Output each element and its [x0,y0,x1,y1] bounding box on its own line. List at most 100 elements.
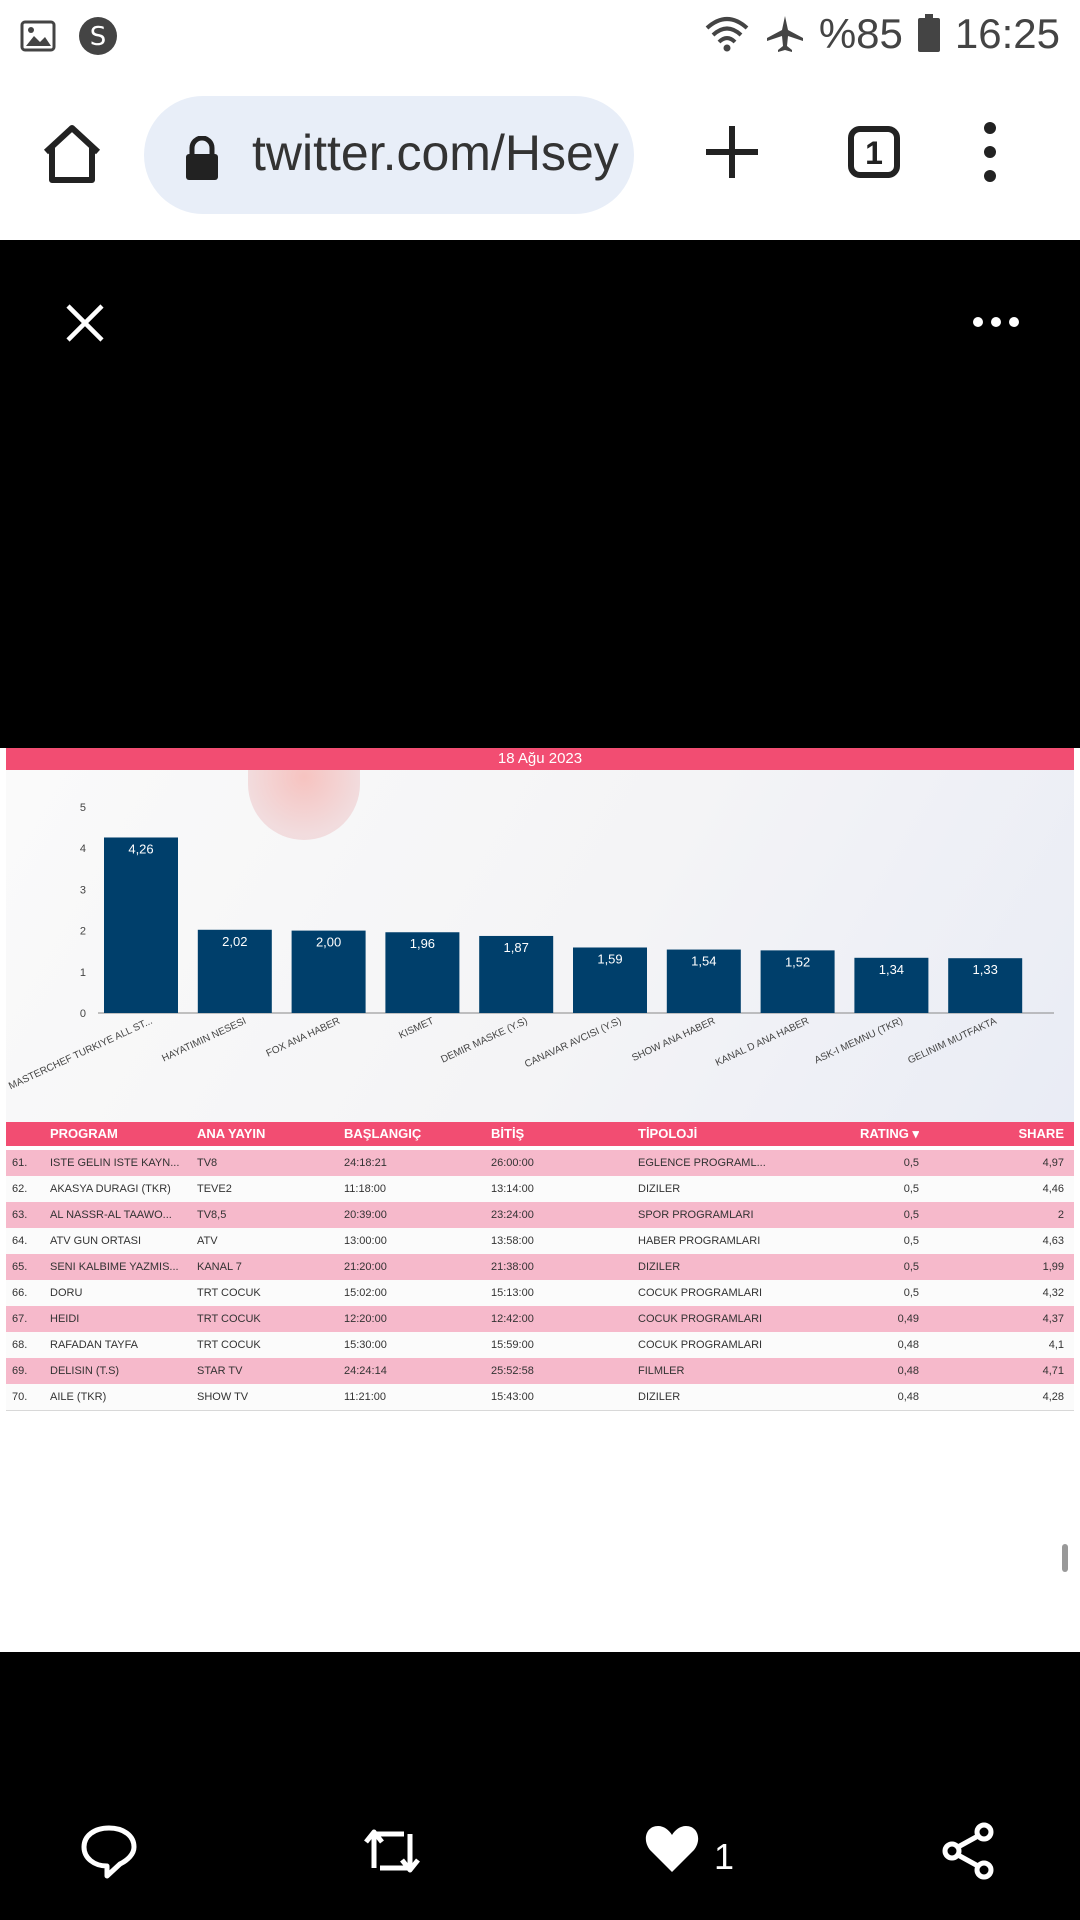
x-tick-label: HAYATIMIN NESESI [160,1016,248,1065]
close-icon[interactable] [64,302,106,344]
table-row: 69. DELISIN (T.S) STAR TV 24:24:14 25:52:58 F… [6,1358,1074,1385]
share-icon[interactable] [940,1822,998,1880]
cell-ana-yayin: TRT COCUK [197,1287,261,1299]
wifi-icon [705,17,749,52]
more-options-icon[interactable] [972,316,1020,328]
x-tick-label: ASK-I MEMNU (TKR) [813,1016,905,1067]
col-tipoloji: TİPOLOJİ [638,1126,698,1141]
bar [666,949,741,1013]
cell-bitis: 23:24:00 [491,1209,534,1221]
cell-rating: 0,5 [903,1183,919,1195]
tab-switcher-button[interactable]: 1 [848,126,900,178]
gallery-icon [20,20,56,52]
cell-ana-yayin: TRT COCUK [197,1313,261,1325]
ratings-table: PROGRAM ANA YAYIN BAŞLANGIÇ BİTİŞ TİPOLO… [6,1122,1074,1652]
x-tick-label: KISMET [397,1016,435,1042]
row-index: 63. [12,1209,28,1221]
cell-program: HEIDI [50,1313,80,1325]
bar [197,929,272,1013]
cell-bitis: 13:58:00 [491,1235,534,1247]
cell-baslangic: 11:18:00 [344,1183,387,1195]
x-tick-label: FOX ANA HABER [265,1016,342,1060]
cell-share: 4,32 [1042,1287,1064,1299]
tweet-image[interactable]: 18 Ağu 2023 0 1 2 3 4 5 4,26 MASTERCHEF TURKIYE… [0,748,1080,1652]
cell-rating: 0,49 [897,1313,919,1325]
cell-rating: 0,5 [903,1157,919,1169]
row-index: 68. [12,1339,28,1351]
bar-value-label: 1,34 [879,962,904,977]
bar [385,932,460,1013]
battery-icon [917,14,940,52]
status-bar: S %85 16:25 [0,0,1080,72]
col-share: SHARE [1018,1126,1064,1141]
home-icon[interactable] [40,122,104,186]
cell-bitis: 26:00:00 [491,1157,534,1169]
row-index: 62. [12,1183,28,1195]
y-tick-label: 1 [80,967,86,979]
table-row: 66. DORU TRT COCUK 15:02:00 15:13:00 COCUK PR… [6,1280,1074,1307]
table-row: 65. SENI KALBIME YAZMIS... KANAL 7 21:20:00… [6,1254,1074,1281]
cell-program: DORU [50,1287,83,1299]
cell-ana-yayin: STAR TV [197,1365,243,1377]
cell-share: 4,37 [1042,1313,1064,1325]
cell-share: 4,46 [1042,1183,1064,1195]
cell-share: 4,28 [1042,1391,1064,1403]
reply-icon[interactable] [80,1822,138,1880]
cell-bitis: 12:42:00 [491,1313,534,1325]
table-header: PROGRAM ANA YAYIN BAŞLANGIÇ BİTİŞ TİPOLO… [6,1122,1074,1146]
cell-ana-yayin: TV8 [197,1157,218,1169]
like-count: 1 [714,1836,735,1877]
cell-ana-yayin: ATV [197,1235,218,1247]
cell-bitis: 15:13:00 [491,1287,534,1299]
cell-tipoloji: FILMLER [638,1365,685,1377]
x-tick-label: CANAVAR AVCISI (Y.S) [523,1016,623,1071]
cell-ana-yayin: SHOW TV [197,1391,249,1403]
new-tab-icon[interactable] [700,120,764,184]
cell-bitis: 15:43:00 [491,1391,534,1403]
like-icon[interactable] [644,1822,700,1874]
cell-bitis: 25:52:58 [491,1365,534,1377]
cell-bitis: 13:14:00 [491,1183,534,1195]
bar [854,957,929,1013]
svg-text:S: S [90,22,107,52]
cell-baslangic: 24:24:14 [344,1365,387,1377]
cell-tipoloji: COCUK PROGRAMLARI [638,1287,763,1299]
chart-panel: 0 1 2 3 4 5 4,26 MASTERCHEF TURKIYE ALL ST... 2,… [6,770,1074,1122]
row-index: 61. [12,1157,28,1169]
cell-rating: 0,5 [903,1261,919,1273]
bar-value-label: 2,00 [316,935,341,950]
x-tick-label: DEMIR MASKE (Y.S) [439,1016,529,1066]
cell-bitis: 15:59:00 [491,1339,534,1351]
y-tick-label: 4 [80,843,86,855]
row-index: 65. [12,1261,28,1273]
row-index: 70. [12,1391,28,1403]
col-baslangic: BAŞLANGIÇ [344,1126,422,1141]
cell-baslangic: 12:20:00 [344,1313,387,1325]
cell-program: RAFADAN TAYFA [50,1339,139,1351]
overflow-menu-icon[interactable] [980,120,1000,184]
cell-baslangic: 20:39:00 [344,1209,387,1221]
row-index: 64. [12,1235,28,1247]
bar-value-label: 1,96 [410,936,435,951]
cell-bitis: 21:38:00 [491,1261,534,1273]
table-row: 68. RAFADAN TAYFA TRT COCUK 15:30:00 15:59:0… [6,1332,1074,1359]
y-tick-label: 2 [80,926,86,938]
cell-tipoloji: DIZILER [638,1183,681,1195]
media-viewer: 18 Ağu 2023 0 1 2 3 4 5 4,26 MASTERCHEF TURKIYE… [0,240,1080,1920]
url-bar[interactable]: twitter.com/Hsey [144,96,634,214]
bar-value-label: 4,26 [128,841,153,856]
x-tick-label: SHOW ANA HABER [630,1016,717,1064]
retweet-icon[interactable] [360,1822,424,1880]
cell-tipoloji: EGLENCE PROGRAML... [638,1157,766,1169]
table-row: 62. AKASYA DURAGI (TKR) TEVE2 11:18:00 13:14… [6,1176,1074,1203]
table-scrollbar[interactable] [1062,1544,1068,1572]
browser-toolbar: twitter.com/Hsey 1 [0,72,1080,240]
col-ana-yayin: ANA YAYIN [197,1126,266,1141]
cell-share: 2 [1057,1209,1064,1221]
y-tick-label: 5 [80,802,86,814]
cell-ana-yayin: TEVE2 [197,1183,232,1195]
row-index: 66. [12,1287,28,1299]
cell-tipoloji: COCUK PROGRAMLARI [638,1313,763,1325]
cell-tipoloji: COCUK PROGRAMLARI [638,1339,763,1351]
cell-share: 4,63 [1042,1235,1064,1247]
